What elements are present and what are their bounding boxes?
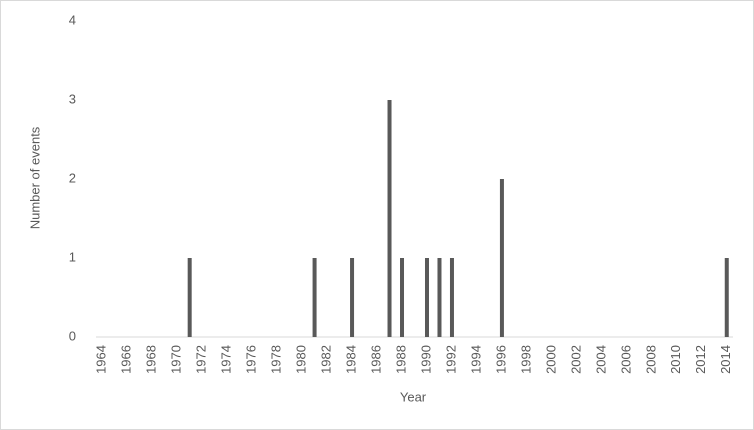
x-tick-label: 1976 [244,345,259,374]
bar [187,258,192,337]
y-tick-label: 4 [69,12,76,27]
x-tick-label: 1984 [343,345,358,374]
bar [437,258,442,337]
x-tick-label: 1964 [94,345,109,374]
x-tick-label: 1970 [169,345,184,374]
x-tick-label: 1966 [119,345,134,374]
x-tick-label: 1996 [493,345,508,374]
x-tick-label: 1974 [219,345,234,374]
x-tick-label: 1994 [468,345,483,374]
y-tick-label: 0 [69,328,76,343]
bar [724,258,729,337]
x-tick-label: 1992 [443,345,458,374]
y-tick-label: 3 [69,91,76,106]
bar [499,179,504,337]
x-axis-title: Year [400,389,427,404]
x-tick-label: 2004 [593,345,608,374]
bar [424,258,429,337]
x-tick-label: 1990 [418,345,433,374]
bar [449,258,454,337]
x-tick-label: 2014 [718,345,733,374]
x-tick-label: 2010 [668,345,683,374]
x-tick-label: 1986 [368,345,383,374]
x-tick-label: 2000 [543,345,558,374]
bar [350,258,355,337]
x-tick-label: 1998 [518,345,533,374]
x-tick-label: 2008 [643,345,658,374]
x-tick-label: 1968 [144,345,159,374]
x-tick-label: 1972 [194,345,209,374]
x-tick-label: 1982 [319,345,334,374]
x-tick-label: 2006 [618,345,633,374]
x-tick-label: 1980 [294,345,309,374]
y-tick-label: 2 [69,170,76,185]
bar [387,100,392,337]
bar [400,258,405,337]
x-tick-label: 2012 [693,345,708,374]
x-tick-label: 2002 [568,345,583,374]
y-tick-label: 1 [69,249,76,264]
y-axis-title: Number of events [27,126,42,229]
bar [312,258,317,337]
x-tick-label: 1978 [269,345,284,374]
x-tick-label: 1988 [393,345,408,374]
